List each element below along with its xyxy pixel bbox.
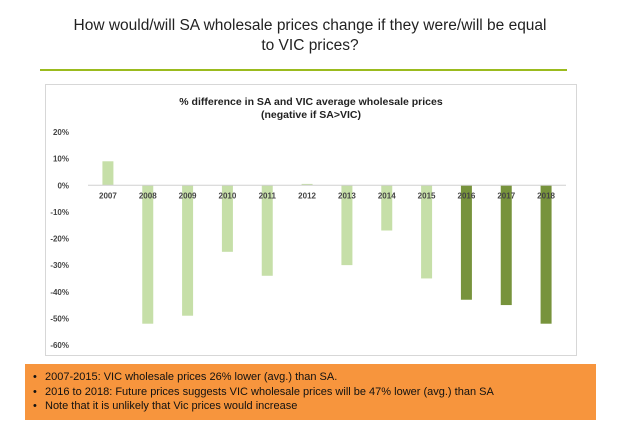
x-tick-label-2011: 2011 — [259, 191, 277, 200]
x-tick-label-2016: 2016 — [458, 191, 476, 200]
y-tick-label: 10% — [53, 155, 69, 164]
y-tick-label: 20% — [53, 128, 69, 137]
bar-2008 — [142, 185, 154, 324]
title-divider — [40, 69, 567, 71]
bar-2011 — [261, 185, 273, 276]
y-tick-label: -10% — [50, 208, 69, 217]
x-tick-label-2015: 2015 — [418, 191, 436, 200]
y-tick-label: -20% — [50, 235, 69, 244]
chart-title-line-2: (negative if SA>VIC) — [260, 109, 362, 121]
x-tick-label-2018: 2018 — [537, 191, 555, 200]
x-tick-label-2008: 2008 — [139, 191, 157, 200]
note-item-1: 2007-2015: VIC wholesale prices 26% lowe… — [33, 370, 596, 385]
x-tick-label-2014: 2014 — [378, 191, 396, 200]
slide-title-line-2: to VIC prices? — [261, 37, 359, 54]
bar-2013 — [341, 185, 353, 266]
bar-chart: 20% 10% 0% -10% -20% -30% -40% -50% -60% 2007 2008… — [50, 128, 566, 350]
bar-2012 — [301, 183, 313, 186]
x-tick-label-2009: 2009 — [179, 191, 197, 200]
bar-2010 — [221, 185, 233, 252]
x-tick-label-2010: 2010 — [219, 191, 237, 200]
x-tick-label-2013: 2013 — [338, 191, 356, 200]
x-tick-label-2012: 2012 — [298, 191, 316, 200]
y-tick-label: -50% — [50, 314, 69, 323]
x-tick-label-2017: 2017 — [497, 191, 515, 200]
y-tick-label: -40% — [50, 288, 69, 297]
note-item-2: 2016 to 2018: Future prices suggests VIC… — [33, 385, 596, 400]
chart-frame: % difference in SA and VIC average whole… — [45, 84, 577, 356]
bar-2016 — [460, 185, 472, 300]
note-item-3: Note that it is unlikely that Vic prices… — [33, 399, 596, 414]
bar-2017 — [500, 185, 512, 306]
bar-2009 — [182, 185, 194, 316]
y-tick-label: -30% — [50, 261, 69, 270]
bar-2014 — [381, 185, 393, 231]
bar-2018 — [540, 185, 552, 324]
bar-2015 — [421, 185, 433, 279]
chart-title-line-1: % difference in SA and VIC average whole… — [179, 96, 443, 108]
bar-2007 — [102, 161, 114, 186]
x-tick-label-2007: 2007 — [99, 191, 117, 200]
y-tick-label: 0% — [57, 181, 69, 190]
y-tick-label: -60% — [50, 341, 69, 350]
notes-list: 2007-2015: VIC wholesale prices 26% lowe… — [25, 364, 596, 414]
slide-title-line-1: How would/will SA wholesale prices chang… — [73, 17, 547, 34]
notes-box: 2007-2015: VIC wholesale prices 26% lowe… — [25, 364, 596, 420]
slide-title: How would/will SA wholesale prices chang… — [40, 16, 580, 56]
